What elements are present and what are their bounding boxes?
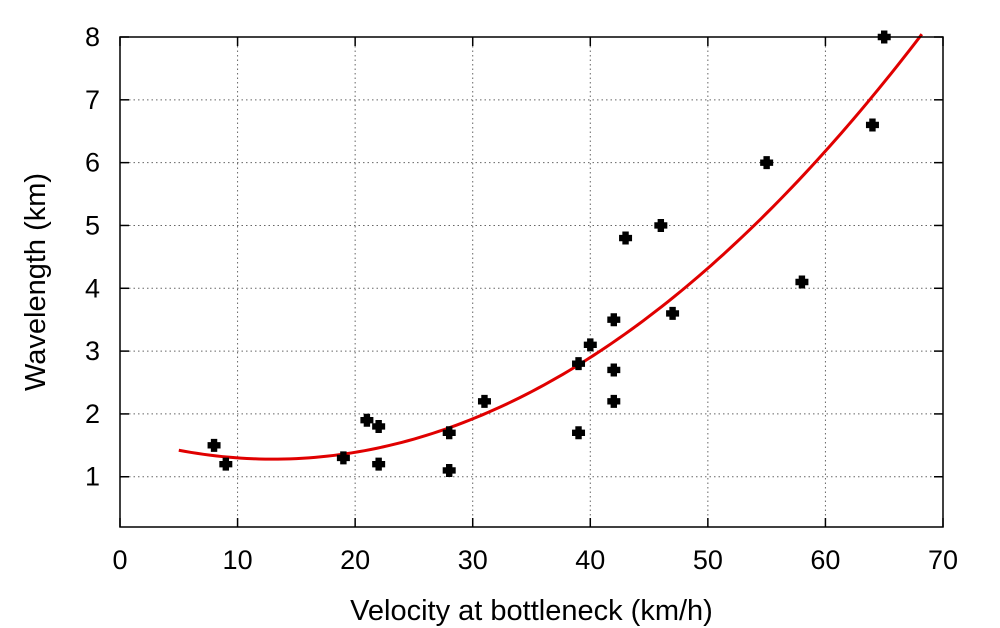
- data-point: [760, 156, 774, 170]
- data-point: [865, 118, 879, 132]
- plot-frame: [119, 36, 944, 528]
- data-point: [607, 363, 621, 377]
- data-point: [372, 419, 386, 433]
- data-point: [619, 231, 633, 245]
- x-tick-label: 10: [223, 545, 253, 575]
- data-point: [666, 306, 680, 320]
- y-axis-label: Wavelength (km): [20, 173, 52, 391]
- data-point: [219, 457, 233, 471]
- y-tick-label: 7: [85, 85, 100, 115]
- data-point: [795, 275, 809, 289]
- x-tick-label: 20: [340, 545, 370, 575]
- data-point: [572, 426, 586, 440]
- data-point: [336, 451, 350, 465]
- data-point: [607, 313, 621, 327]
- x-tick-label: 70: [928, 545, 958, 575]
- x-tick-label: 30: [458, 545, 488, 575]
- x-tick-label: 50: [693, 545, 723, 575]
- x-tick-label: 0: [112, 545, 127, 575]
- y-tick-labels: 1 2 3 4 5 6 7 8: [85, 22, 100, 492]
- x-tick-labels: 0 10 20 30 40 50 60 70: [112, 545, 958, 575]
- fit-curve: [178, 33, 924, 461]
- data-point: [442, 426, 456, 440]
- y-tick-label: 3: [85, 336, 100, 366]
- axis-ticks: [119, 36, 944, 527]
- x-axis-label: Velocity at bottleneck (km/h): [350, 595, 713, 627]
- data-point: [607, 394, 621, 408]
- data-point: [654, 218, 668, 232]
- data-point: [583, 338, 597, 352]
- x-tick-label: 60: [810, 545, 840, 575]
- data-point: [572, 357, 586, 371]
- x-tick-label: 40: [575, 545, 605, 575]
- y-tick-label: 4: [85, 273, 100, 303]
- y-tick-label: 8: [85, 22, 100, 52]
- data-point: [207, 438, 221, 452]
- data-point: [442, 463, 456, 477]
- data-point: [372, 457, 386, 471]
- data-point: [360, 413, 374, 427]
- grid: [120, 37, 943, 527]
- y-tick-label: 2: [85, 399, 100, 429]
- data-point: [477, 394, 491, 408]
- y-tick-label: 6: [85, 148, 100, 178]
- fit-curve-layer: [178, 33, 924, 461]
- y-tick-label: 1: [85, 462, 100, 492]
- y-tick-label: 5: [85, 210, 100, 240]
